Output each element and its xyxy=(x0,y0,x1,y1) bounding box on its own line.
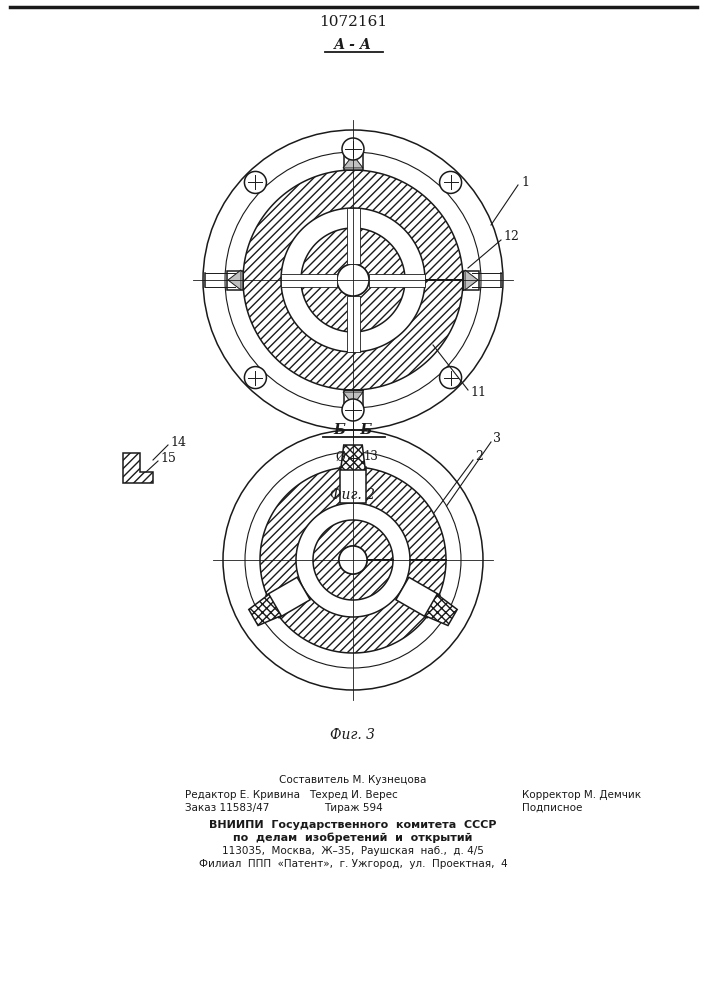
Polygon shape xyxy=(425,594,457,626)
Text: Б - Б: Б - Б xyxy=(334,423,373,437)
Text: Корректор М. Демчик: Корректор М. Демчик xyxy=(522,790,641,800)
Text: Ø: Ø xyxy=(335,450,345,464)
Text: 15: 15 xyxy=(160,452,176,466)
Polygon shape xyxy=(243,170,463,390)
Text: 3: 3 xyxy=(493,432,501,446)
Text: Техред И. Верес: Техред И. Верес xyxy=(309,790,397,800)
Text: 12: 12 xyxy=(503,231,519,243)
Polygon shape xyxy=(227,270,243,290)
Text: Составитель М. Кузнецова: Составитель М. Кузнецова xyxy=(279,775,427,785)
Text: 1072161: 1072161 xyxy=(319,15,387,29)
Circle shape xyxy=(440,171,462,193)
Polygon shape xyxy=(341,445,366,470)
Polygon shape xyxy=(396,577,440,618)
Text: 1: 1 xyxy=(521,176,529,188)
Circle shape xyxy=(337,264,369,296)
Text: 2: 2 xyxy=(475,450,483,464)
Circle shape xyxy=(245,171,267,193)
Circle shape xyxy=(245,367,267,389)
Polygon shape xyxy=(463,270,479,290)
Circle shape xyxy=(440,367,462,389)
Polygon shape xyxy=(369,273,425,286)
Polygon shape xyxy=(344,390,363,406)
Circle shape xyxy=(346,451,360,465)
Text: Фиг. 3: Фиг. 3 xyxy=(330,728,375,742)
Text: А - А: А - А xyxy=(334,38,372,52)
Text: Тираж 594: Тираж 594 xyxy=(324,803,382,813)
Text: Филиал  ППП  «Патент»,  г. Ужгород,  ул.  Проектная,  4: Филиал ППП «Патент», г. Ужгород, ул. Про… xyxy=(199,859,508,869)
Polygon shape xyxy=(343,155,363,168)
Polygon shape xyxy=(346,296,359,352)
Polygon shape xyxy=(281,273,337,286)
Text: ВНИИПИ  Государственного  комитета  СССР: ВНИИПИ Государственного комитета СССР xyxy=(209,820,497,830)
Polygon shape xyxy=(344,154,363,170)
Text: 13: 13 xyxy=(364,450,379,464)
Polygon shape xyxy=(228,270,241,290)
Text: по  делам  изобретений  и  открытий: по делам изобретений и открытий xyxy=(233,833,473,843)
Circle shape xyxy=(342,399,364,421)
Polygon shape xyxy=(343,392,363,405)
Text: Фиг. 2: Фиг. 2 xyxy=(330,488,375,502)
Text: Редактор Е. Кривина: Редактор Е. Кривина xyxy=(185,790,300,800)
Circle shape xyxy=(342,138,364,160)
Polygon shape xyxy=(260,467,446,653)
Polygon shape xyxy=(123,453,153,483)
Polygon shape xyxy=(301,228,405,332)
Polygon shape xyxy=(340,467,366,503)
Text: 113035,  Москва,  Ж–35,  Раушская  наб.,  д. 4/5: 113035, Москва, Ж–35, Раушская наб., д. … xyxy=(222,846,484,856)
Text: Заказ 11583/47: Заказ 11583/47 xyxy=(185,803,269,813)
Polygon shape xyxy=(266,577,310,618)
Text: 14: 14 xyxy=(170,436,186,450)
Text: Подписное: Подписное xyxy=(522,803,583,813)
Circle shape xyxy=(339,546,367,574)
Polygon shape xyxy=(249,594,281,626)
Polygon shape xyxy=(465,270,478,290)
Polygon shape xyxy=(346,208,359,264)
Text: 11: 11 xyxy=(470,386,486,399)
Polygon shape xyxy=(313,520,393,600)
